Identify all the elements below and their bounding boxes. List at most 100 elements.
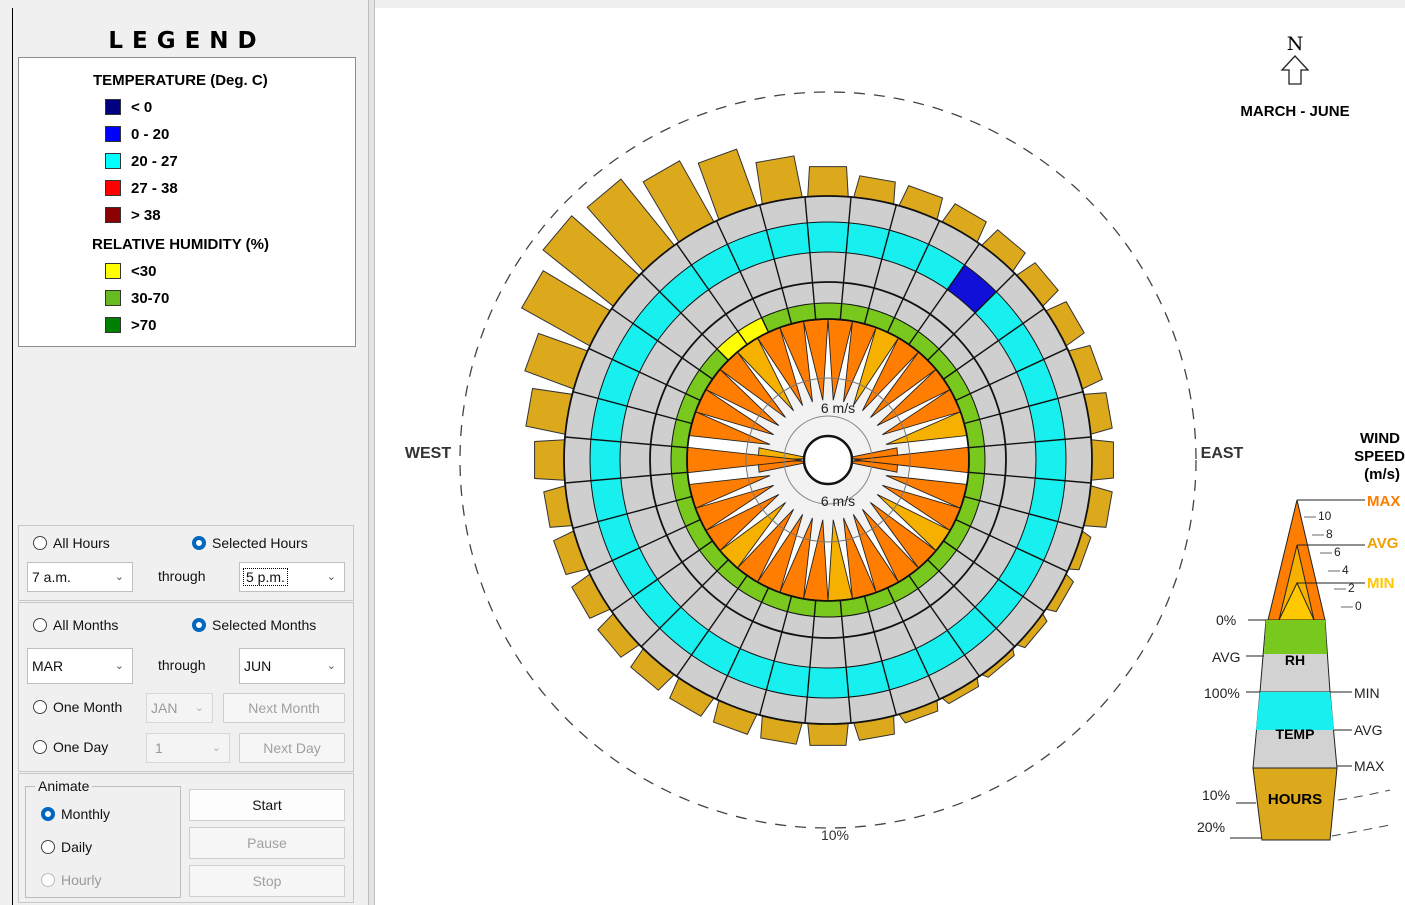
rh-avg-cell — [840, 596, 869, 617]
sector-divider — [908, 575, 980, 677]
hours-bar — [807, 166, 849, 198]
chevron-down-icon: ⌄ — [194, 702, 204, 714]
sector-divider — [640, 272, 729, 361]
pct0-label: 0% — [1216, 612, 1236, 628]
all-hours-radio[interactable]: All Hours — [33, 535, 110, 551]
temp-avg-cell — [1016, 359, 1058, 407]
avg-left-label: AVG — [1212, 649, 1241, 665]
monthly-radio[interactable]: Monthly — [41, 806, 110, 822]
wind-wheel: 6 m/s 6 m/s — [459, 91, 1197, 829]
temp-avg-cell — [766, 660, 810, 698]
temp-max-cell — [611, 596, 660, 647]
min-label: MIN — [1367, 575, 1395, 592]
stop-button[interactable]: Stop — [189, 865, 345, 897]
radio-circle — [33, 740, 47, 754]
to-month-select[interactable]: JUN ⌄ — [239, 648, 345, 684]
rh-avg-cell — [761, 587, 792, 612]
north-label: N — [1287, 33, 1304, 55]
radio-circle — [192, 536, 206, 550]
all-months-radio[interactable]: All Months — [33, 617, 118, 633]
temp-max-cell — [889, 204, 940, 245]
temp-avg-cell — [807, 221, 849, 253]
daily-radio[interactable]: Daily — [41, 839, 92, 855]
to-hour-select[interactable]: 5 p.m. ⌄ — [239, 562, 345, 592]
selected-hours-radio[interactable]: Selected Hours — [192, 535, 308, 551]
avg-label: AVG — [1367, 535, 1398, 552]
panel-border — [12, 8, 13, 905]
rh-outer-cell — [725, 298, 762, 332]
rh-outer-cell — [984, 444, 1006, 476]
radio-circle — [33, 618, 47, 632]
ring-outline — [589, 221, 1067, 699]
rh-outer-cell — [841, 282, 875, 309]
temp-avg-cell — [975, 579, 1023, 629]
north-arrow-icon — [1280, 55, 1310, 85]
temp-max-cell — [676, 220, 728, 266]
sector-divider — [863, 204, 898, 324]
hours-bar — [1090, 439, 1114, 481]
rh-outer-cell — [979, 473, 1006, 507]
one-day-radio[interactable]: One Day — [33, 739, 108, 755]
next-day-button[interactable]: Next Day — [239, 733, 345, 763]
temp-max-cell — [1065, 436, 1092, 484]
sector-divider — [758, 204, 793, 324]
temp-min-cell — [999, 406, 1036, 445]
temp-min-cell — [809, 252, 847, 283]
hours-bar — [807, 722, 849, 746]
rh-outer-cell — [725, 588, 762, 622]
speed-ring — [783, 415, 873, 505]
hours-bar — [755, 155, 803, 205]
temp-min-cell — [657, 562, 703, 608]
temp-avg-cell — [727, 648, 775, 690]
radio-circle — [33, 536, 47, 550]
selected-months-radio[interactable]: Selected Months — [192, 617, 316, 633]
sector-divider — [715, 587, 770, 700]
through-label: through — [158, 568, 206, 584]
speed-label: 6 m/s — [821, 400, 855, 416]
one-month-select[interactable]: JAN ⌄ — [146, 693, 213, 723]
rh-avg-cell — [864, 308, 895, 333]
one-day-select[interactable]: 1 ⌄ — [146, 733, 230, 763]
speed-label: 6 m/s — [821, 493, 855, 509]
start-button[interactable]: Start — [189, 789, 345, 821]
temp-max-cell — [848, 689, 897, 723]
rh-outer-cell — [979, 413, 1006, 447]
sector-divider — [964, 390, 1084, 425]
temp-avg-cell — [598, 513, 640, 561]
rh-avg-cell — [676, 393, 701, 424]
rh-outer-cell — [812, 616, 844, 638]
rh-avg-cell — [787, 303, 816, 324]
through-label: through — [158, 657, 206, 673]
rh-outer-cell — [894, 298, 931, 332]
temp-avg-cell — [881, 230, 929, 272]
temp-max-cell — [716, 204, 767, 245]
from-hour-select[interactable]: 7 a.m. ⌄ — [27, 562, 133, 592]
pause-button[interactable]: Pause — [189, 827, 345, 859]
temp-max-cell — [563, 436, 591, 484]
sector-divider — [676, 575, 748, 677]
sector-divider — [564, 471, 688, 484]
temp-max-cell — [759, 197, 808, 231]
one-month-radio[interactable]: One Month — [33, 699, 122, 715]
sector-divider — [572, 495, 692, 530]
temp-min-cell — [999, 475, 1036, 514]
next-month-button[interactable]: Next Month — [223, 693, 345, 723]
sector-divider — [640, 559, 729, 648]
east-label: EAST — [1201, 445, 1244, 462]
tick-label: 6 — [1334, 545, 1341, 559]
temp-min-cell — [1005, 441, 1036, 479]
rh-avg-cell — [671, 419, 692, 448]
hourly-radio[interactable]: Hourly — [41, 872, 101, 888]
temp-max-cell — [588, 560, 634, 612]
sector-divider — [758, 596, 793, 716]
max-right-label: MAX — [1354, 758, 1385, 774]
rh-avg-cell — [787, 596, 816, 617]
splitter-handle[interactable] — [368, 0, 375, 905]
temp-avg-cell — [727, 230, 775, 272]
sector-divider — [588, 347, 701, 402]
temp-max-cell — [572, 348, 613, 399]
radio-circle — [192, 618, 206, 632]
from-month-select[interactable]: MAR ⌄ — [27, 648, 133, 684]
tick-label: 0 — [1355, 599, 1362, 613]
